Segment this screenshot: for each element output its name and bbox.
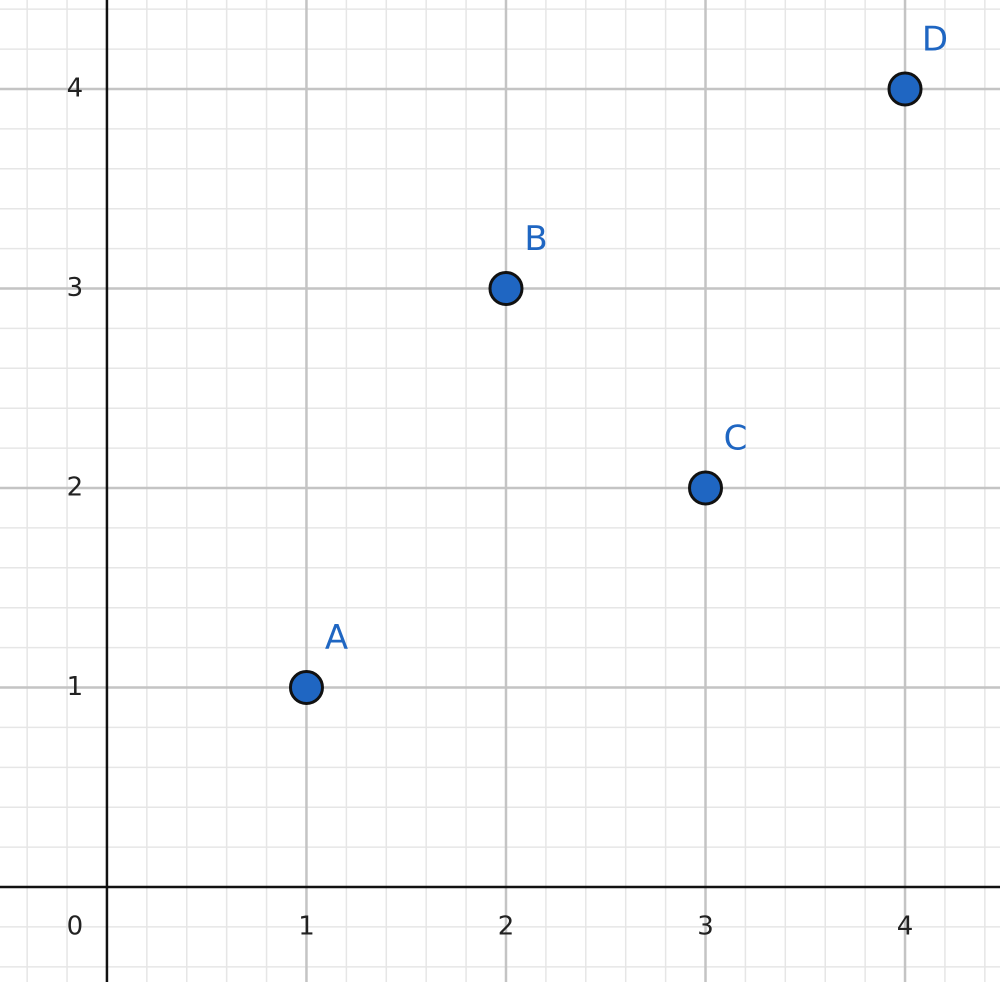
point-label: A: [325, 618, 348, 658]
y-tick-label: 2: [67, 473, 84, 503]
x-tick-label: 3: [697, 912, 714, 942]
point-label: D: [922, 19, 948, 59]
point: [688, 470, 724, 506]
y-tick-label: 4: [67, 73, 84, 103]
y-tick-label: 1: [67, 672, 84, 702]
point: [288, 670, 324, 706]
x-tick-label: 4: [897, 912, 914, 942]
x-tick-label: 1: [298, 912, 315, 942]
point: [488, 270, 524, 306]
point-label: B: [524, 219, 547, 259]
y-tick-label: 3: [67, 273, 84, 303]
point-label: C: [724, 419, 748, 459]
x-tick-label: 0: [67, 912, 84, 942]
point: [887, 71, 923, 107]
x-tick-label: 2: [498, 912, 515, 942]
